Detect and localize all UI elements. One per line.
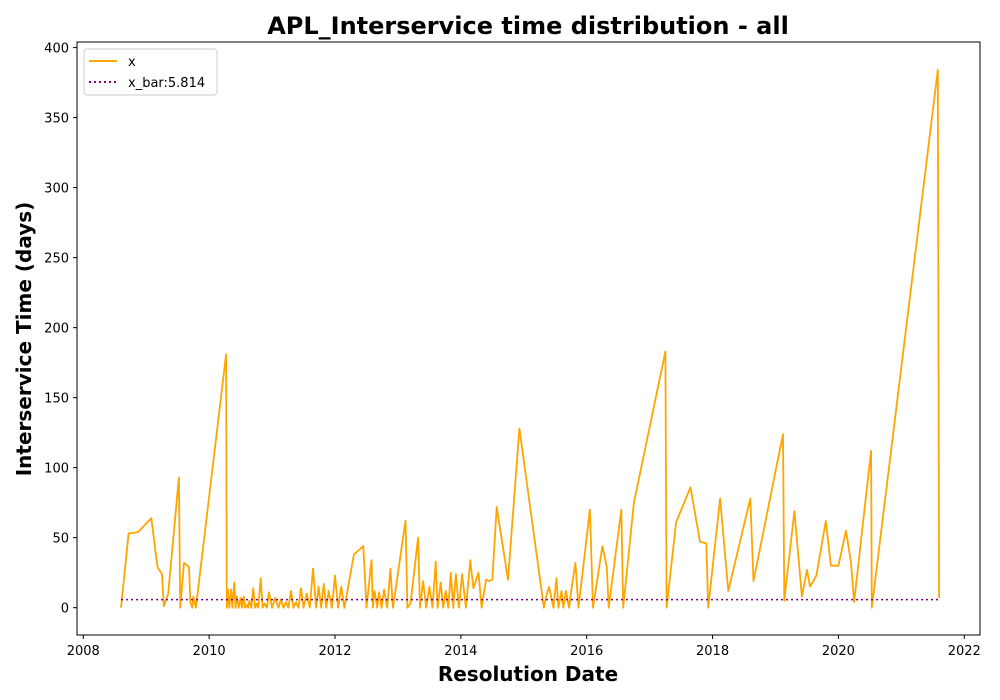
legend: x x_bar:5.814 (83, 48, 218, 96)
x-tick-label: 2016 (570, 644, 603, 659)
y-tick-label: 200 (44, 322, 69, 337)
x-tick-label: 2020 (822, 644, 855, 659)
y-axis-title: Interservice Time (days) (12, 202, 36, 477)
x-tick-label: 2022 (948, 644, 981, 659)
y-tick-label: 100 (44, 462, 69, 477)
chart-title: APL_Interservice time distribution - all (267, 12, 789, 40)
plot-frame (76, 41, 981, 636)
plot-area (120, 69, 940, 609)
y-tick-label: 250 (44, 252, 69, 267)
y-axis: 0 50 100 150 200 250 300 350 400 (44, 42, 77, 617)
legend-box (83, 48, 218, 96)
y-tick-label: 400 (44, 42, 69, 57)
legend-label-x: x (128, 55, 136, 70)
x-tick-label: 2014 (444, 644, 477, 659)
y-tick-label: 350 (44, 112, 69, 127)
x-axis-title: Resolution Date (438, 662, 618, 686)
x-tick-label: 2012 (318, 644, 351, 659)
legend-label-x-bar: x_bar:5.814 (128, 76, 205, 91)
y-tick-label: 0 (61, 602, 69, 617)
y-tick-label: 150 (44, 392, 69, 407)
x-tick-label: 2010 (193, 644, 226, 659)
x-tick-label: 2018 (696, 644, 729, 659)
series-line-x (120, 69, 940, 609)
y-tick-label: 50 (52, 532, 69, 547)
x-tick-label: 2008 (67, 644, 100, 659)
x-axis: 2008 2010 2012 2014 2016 2018 2020 2022 (67, 635, 981, 659)
y-tick-label: 300 (44, 182, 69, 197)
